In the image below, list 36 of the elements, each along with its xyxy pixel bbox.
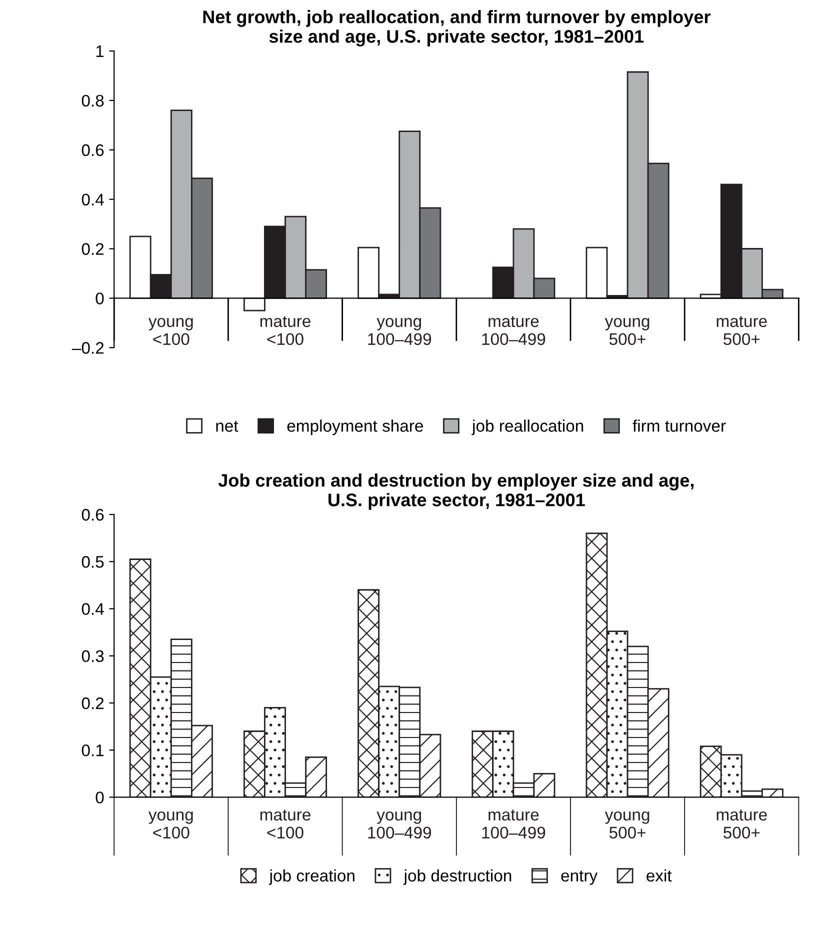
y-tick-label: 1 bbox=[96, 46, 104, 58]
legend-label: exit bbox=[646, 869, 672, 882]
chart-title: Net growth, job reallocation, and firm turnover by employer size and age, U.S. private sector, 1981–2001 bbox=[203, 10, 710, 46]
legend-label: job creation bbox=[268, 869, 354, 885]
y-tick-label: 0.4 bbox=[82, 194, 104, 206]
x-tick-label: young <100 bbox=[148, 318, 193, 346]
x-tick-label: mature 500+ bbox=[716, 316, 767, 346]
y-tick-label: 0.1 bbox=[82, 744, 104, 756]
x-tick-label: young 500+ bbox=[604, 811, 650, 839]
y-tick-label: –0.2 bbox=[72, 342, 104, 354]
x-tick-label: mature <100 bbox=[260, 810, 310, 839]
x-tick-label: mature 500+ bbox=[716, 810, 767, 839]
x-tick-label: young 100–499 bbox=[368, 318, 432, 346]
y-tick-label: 0 bbox=[96, 792, 104, 804]
legend-label: net bbox=[216, 420, 238, 432]
y-tick-label: 0 bbox=[96, 292, 104, 304]
y-tick-label: 0.4 bbox=[82, 603, 104, 615]
x-tick-label: mature 100–499 bbox=[482, 810, 546, 839]
y-tick-label: 0.2 bbox=[82, 243, 104, 255]
x-tick-label: young <100 bbox=[148, 811, 193, 839]
y-tick-label: 0.6 bbox=[82, 144, 104, 156]
y-tick-label: 0.5 bbox=[82, 556, 104, 568]
legend-label: firm turnover bbox=[632, 420, 726, 432]
x-tick-label: mature 100–499 bbox=[482, 316, 546, 346]
x-tick-label: young 500+ bbox=[604, 318, 650, 346]
legend-label: employment share bbox=[287, 420, 423, 436]
y-tick-label: 0.8 bbox=[82, 94, 104, 107]
y-tick-label: 0.6 bbox=[82, 508, 104, 521]
legend-label: entry bbox=[561, 870, 598, 885]
x-tick-label: mature <100 bbox=[260, 316, 310, 346]
y-tick-label: 0.2 bbox=[82, 697, 104, 710]
chart-title: Job creation and destruction by employer size and age, U.S. private sector, 1981–2001 bbox=[218, 474, 694, 510]
legend-label: job reallocation bbox=[472, 420, 584, 436]
legend-label: job destruction bbox=[403, 869, 512, 885]
y-tick-label: 0.3 bbox=[82, 650, 104, 662]
x-tick-label: young 100–499 bbox=[368, 811, 432, 839]
